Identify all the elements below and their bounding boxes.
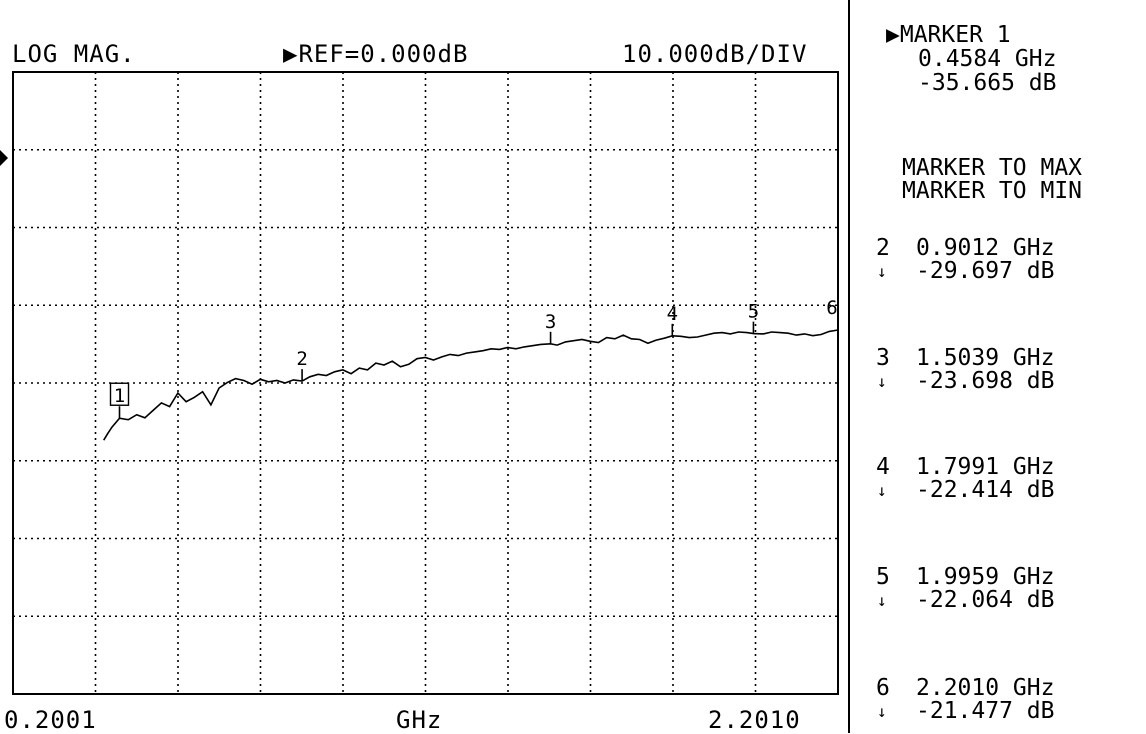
marker-panel: ▶MARKER 1 0.4584 GHz -35.665 dB MARKER T… <box>856 0 1146 733</box>
marker-down-arrow-icon: ↓ <box>877 481 887 500</box>
marker-frequency: 0.9012 GHz <box>916 235 1055 261</box>
stop-frequency: 2.2010 <box>708 706 801 734</box>
active-marker-box <box>109 382 130 406</box>
marker-number: 4 <box>876 454 890 480</box>
marker-frequency: 1.7991 GHz <box>916 454 1055 480</box>
marker-label-5: 5 <box>748 301 759 323</box>
trace-plot: 1 2 3 4 5 6 <box>0 71 839 695</box>
marker-frequency: 1.5039 GHz <box>916 345 1055 371</box>
marker-label-4: 4 <box>667 303 678 325</box>
active-marker-title[interactable]: ▶MARKER 1 <box>886 22 1011 48</box>
frequency-unit: GHz <box>396 706 443 734</box>
scale-per-division: 10.000dB/DIV <box>622 40 808 68</box>
marker-label-1: 1 <box>114 385 125 407</box>
marker-frequency: 1.9959 GHz <box>916 564 1055 590</box>
marker-number: 2 <box>876 235 890 261</box>
marker-label-6: 6 <box>826 297 837 319</box>
reference-pointer <box>0 150 8 166</box>
marker-down-arrow-icon: ↓ <box>877 702 887 721</box>
marker-to-max-softkey[interactable]: MARKER TO MAX <box>902 155 1083 181</box>
marker-number: 3 <box>876 345 890 371</box>
marker-down-arrow-icon: ↓ <box>877 372 887 391</box>
grid-lines <box>13 72 838 694</box>
marker-amplitude: -22.064 dB <box>916 587 1055 613</box>
marker-down-arrow-icon: ↓ <box>877 262 887 281</box>
marker-label-2: 2 <box>296 348 307 370</box>
marker-label-3: 3 <box>545 311 556 333</box>
marker-amplitude: -21.477 dB <box>916 698 1055 724</box>
marker-amplitude: -23.698 dB <box>916 368 1055 394</box>
active-marker-frequency: 0.4584 GHz <box>918 46 1057 72</box>
marker-to-min-softkey[interactable]: MARKER TO MIN <box>902 178 1083 204</box>
marker-frequency: 2.2010 GHz <box>916 675 1055 701</box>
format-label: LOG MAG. <box>12 40 136 68</box>
trace-line <box>103 329 839 441</box>
marker-amplitude: -22.414 dB <box>916 477 1055 503</box>
marker-labels: 1 2 3 4 5 6 <box>109 297 839 419</box>
marker-amplitude: -29.697 dB <box>916 258 1055 284</box>
marker-down-arrow-icon: ↓ <box>877 591 887 610</box>
marker-number: 6 <box>876 675 890 701</box>
reference-level: ▶REF=0.000dB <box>283 40 469 68</box>
start-frequency: 0.2001 <box>4 706 97 734</box>
panel-divider <box>848 0 850 733</box>
active-marker-amplitude: -35.665 dB <box>918 70 1057 96</box>
marker-number: 5 <box>876 564 890 590</box>
